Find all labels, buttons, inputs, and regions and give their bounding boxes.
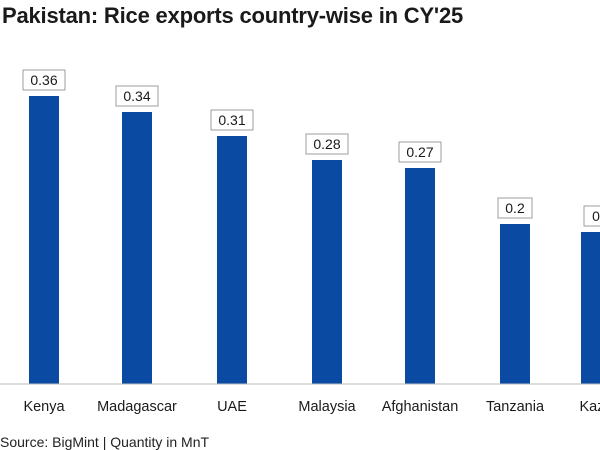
bar-madagascar <box>122 112 152 384</box>
bar-kenya <box>29 96 59 384</box>
bars-group <box>29 96 600 384</box>
bar-uae <box>217 136 247 384</box>
bar-kaza <box>581 232 600 384</box>
data-label-box <box>497 197 533 219</box>
data-label-box <box>398 141 442 163</box>
bar-malaysia <box>312 160 342 384</box>
bar-tanzania <box>500 224 530 384</box>
category-label: Kenya <box>23 399 65 415</box>
data-label-box <box>22 69 66 91</box>
category-label: Tanzania <box>486 399 545 415</box>
data-label-box <box>115 85 159 107</box>
data-label-box <box>210 109 254 131</box>
category-label: UAE <box>217 399 247 415</box>
labels-group: 0.36 Kenya 0.34 Madagascar 0.31 UAE 0.28 Malays… <box>22 69 600 415</box>
chart-title: Pakistan: Rice exports country-wise in C… <box>2 3 464 28</box>
category-label: Madagascar <box>97 399 177 415</box>
category-label: Malaysia <box>298 399 356 415</box>
bar-afghanistan <box>405 168 435 384</box>
data-label: 0.34 <box>123 88 150 104</box>
data-label-box <box>583 205 600 227</box>
data-label: 0.2 <box>505 200 525 216</box>
category-label: Kaza <box>579 399 600 415</box>
data-label: 0.31 <box>218 112 245 128</box>
data-label: 0 <box>592 208 600 224</box>
data-label: 0.28 <box>313 136 340 152</box>
source-note: Source: BigMint | Quantity in MnT <box>0 434 210 450</box>
data-label: 0.36 <box>30 72 57 88</box>
category-label: Afghanistan <box>382 399 459 415</box>
data-label-box <box>305 133 349 155</box>
data-label: 0.27 <box>406 144 433 160</box>
